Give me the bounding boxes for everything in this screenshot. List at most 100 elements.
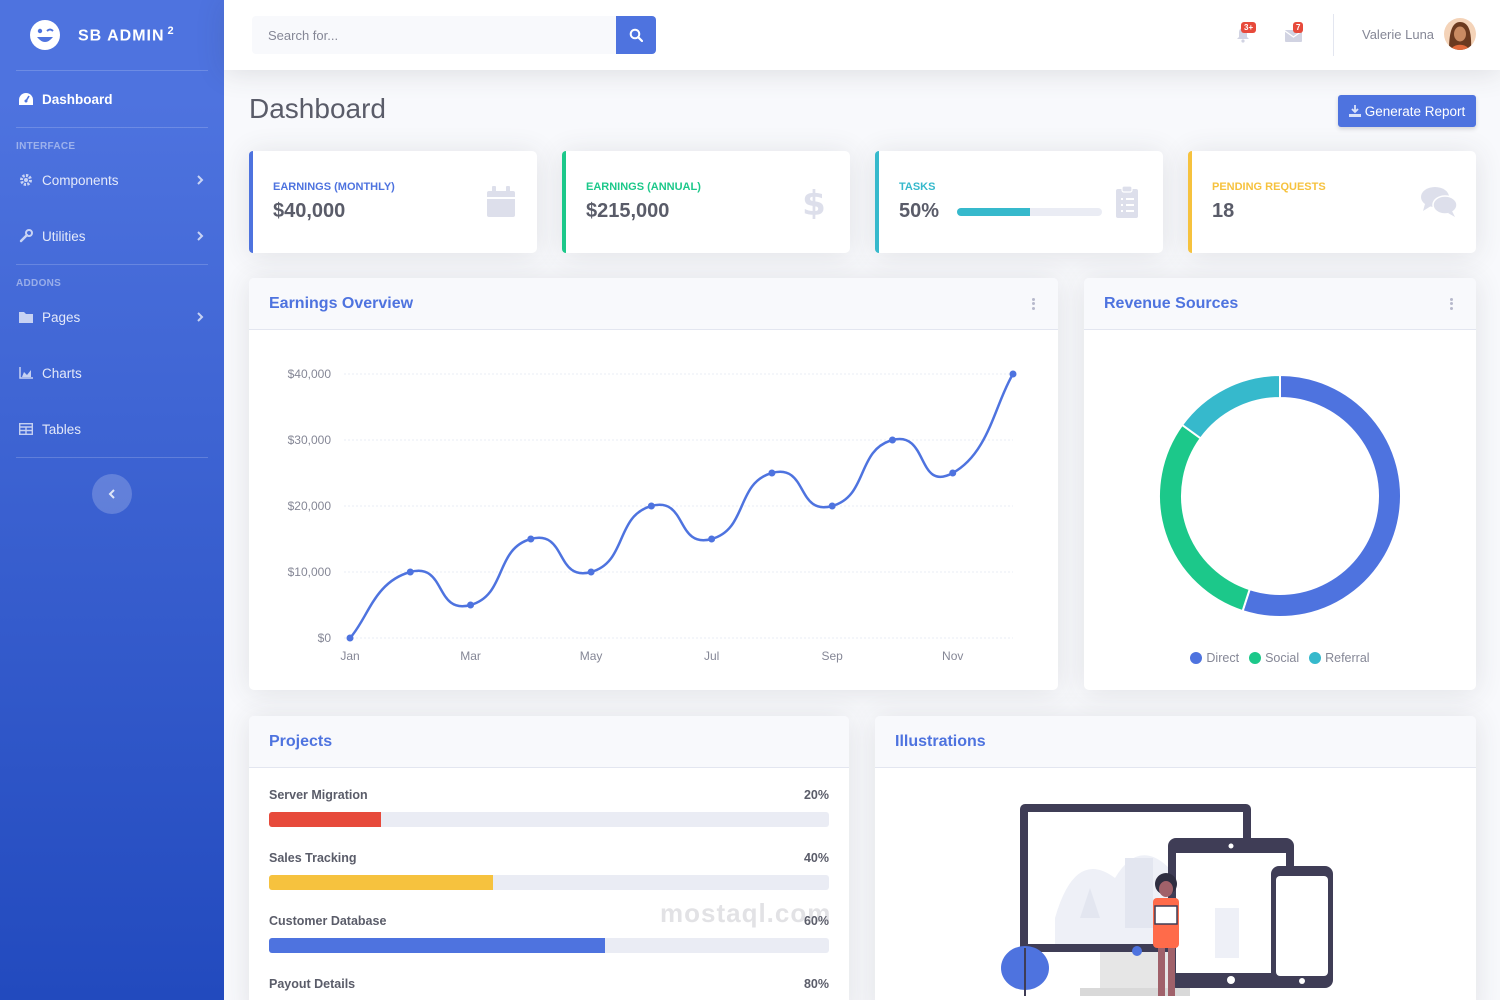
sidebar-item-label: Tables — [42, 421, 82, 437]
sidebar: SB ADMIN 2 Dashboard INTERFACE Components… — [0, 0, 224, 1000]
revenue-legend: Direct Social Referral — [1084, 651, 1476, 665]
projects-card: Projects Server Migration 20% Sales Tracki… — [249, 716, 849, 1000]
illustrations-header: Illustrations — [875, 716, 1476, 768]
generate-report-button[interactable]: Generate Report — [1338, 95, 1476, 127]
legend-dot — [1249, 652, 1262, 664]
earnings-overview-title: Earnings Overview — [269, 294, 414, 312]
card-accent-bar — [249, 151, 253, 253]
earnings-overview-header: Earnings Overview — [249, 278, 1058, 330]
earnings-annual-card: Earnings (Annual) $215,000 $ — [562, 151, 850, 253]
sidebar-item-label: Utilities — [42, 228, 86, 244]
ellipsis-vertical-icon[interactable] — [1028, 296, 1038, 312]
project-progress-bar — [269, 812, 829, 827]
data-point — [949, 469, 957, 477]
earnings-annual-value: $215,000 — [586, 200, 670, 222]
ellipsis-vertical-icon[interactable] — [1446, 296, 1456, 312]
sidebar-item-components[interactable]: Components — [0, 152, 224, 208]
data-point — [768, 469, 776, 477]
project-percent: 80% — [803, 977, 829, 991]
data-point — [1009, 370, 1017, 378]
y-tick-label: $40,000 — [288, 367, 332, 381]
illustrations-title: Illustrations — [895, 732, 986, 750]
project-progress-fill — [269, 938, 605, 953]
earnings-series-line — [349, 373, 1015, 639]
data-point — [467, 601, 475, 609]
pending-requests-card: Pending Requests 18 — [1188, 151, 1476, 253]
sidebar-item-charts[interactable]: Charts — [0, 345, 224, 401]
table-icon — [18, 421, 34, 437]
donut-slice-referral — [1180, 373, 1281, 440]
sidebar-divider — [16, 457, 208, 458]
tasks-progress-bar — [957, 208, 1102, 216]
project-item: Customer Database 60% — [269, 914, 829, 953]
project-name: Payout Details — [269, 977, 356, 991]
project-item: Payout Details 80% — [269, 977, 829, 1000]
search-icon — [629, 28, 643, 42]
project-row: Payout Details 80% — [269, 977, 829, 991]
tasks-progress-fill — [957, 208, 1030, 216]
donut-slice-social — [1158, 423, 1251, 613]
sidebar-item-dashboard[interactable]: Dashboard — [0, 71, 224, 127]
sidebar-divider — [16, 264, 208, 265]
chevron-right-icon — [197, 312, 204, 322]
devices-illustration — [1001, 804, 1333, 996]
messages-dropdown[interactable]: 7 — [1282, 22, 1304, 46]
revenue-donut-chart — [1158, 373, 1402, 618]
data-point — [527, 535, 535, 543]
search-button[interactable] — [616, 16, 656, 54]
earnings-monthly-card: Earnings (Monthly) $40,000 — [249, 151, 537, 253]
earnings-annual-label: Earnings (Annual) — [586, 181, 701, 193]
sidebar-divider — [16, 127, 208, 128]
x-tick-label: May — [580, 649, 603, 663]
sidebar-item-label: Charts — [42, 365, 82, 381]
sidebar-item-pages[interactable]: Pages — [0, 289, 224, 345]
project-row: Customer Database 60% — [269, 914, 829, 928]
sidebar-item-utilities[interactable]: Utilities — [0, 208, 224, 264]
generate-report-label: Generate Report — [1364, 103, 1466, 119]
chart-area-icon — [18, 365, 34, 381]
chevron-left-icon — [108, 489, 115, 499]
sidebar-toggle-button[interactable] — [92, 474, 132, 514]
sidebar-divider — [16, 70, 208, 71]
project-percent: 20% — [803, 788, 829, 802]
tasks-value: 50% — [899, 200, 940, 222]
svg-text:$: $ — [802, 185, 826, 219]
chevron-right-icon — [197, 175, 204, 185]
download-icon — [1348, 105, 1361, 117]
topbar: 3+ 7 Valerie Luna — [224, 0, 1500, 70]
laugh-wink-icon — [28, 18, 62, 52]
sidebar-item-label: Pages — [42, 309, 81, 325]
x-tick-label: Mar — [460, 649, 481, 663]
project-progress-fill — [269, 875, 493, 890]
page-title: Dashboard — [249, 93, 386, 124]
legend-label: Referral — [1325, 651, 1370, 665]
sidebar-brand[interactable]: SB ADMIN 2 — [0, 0, 224, 70]
search-input[interactable] — [252, 16, 616, 54]
revenue-sources-header: Revenue Sources — [1084, 278, 1476, 330]
project-name: Sales Tracking — [269, 851, 357, 865]
chevron-right-icon — [197, 231, 204, 241]
data-point — [587, 568, 595, 576]
card-accent-bar — [1188, 151, 1192, 253]
sidebar-heading-addons: ADDONS — [16, 278, 62, 289]
data-point — [828, 502, 836, 510]
messages-badge: 7 — [1293, 22, 1304, 33]
sidebar-item-tables[interactable]: Tables — [0, 401, 224, 457]
x-tick-label: Nov — [942, 649, 963, 663]
project-item: Sales Tracking 40% — [269, 851, 829, 890]
x-tick-label: Sep — [822, 649, 844, 663]
tachometer-icon — [18, 91, 34, 107]
alerts-badge: 3+ — [1241, 22, 1257, 33]
dollar-sign-icon: $ — [802, 185, 826, 219]
alerts-dropdown[interactable]: 3+ — [1232, 22, 1257, 46]
revenue-sources-title: Revenue Sources — [1104, 294, 1239, 312]
wrench-icon — [18, 228, 34, 244]
legend-label: Direct — [1206, 651, 1240, 665]
projects-header: Projects — [249, 716, 849, 768]
card-accent-bar — [875, 151, 879, 253]
data-point — [647, 502, 655, 510]
project-progress-fill — [269, 812, 381, 827]
user-dropdown[interactable]: Valerie Luna — [1362, 18, 1477, 50]
cog-icon — [18, 172, 34, 188]
sidebar-item-label: Components — [42, 172, 119, 188]
